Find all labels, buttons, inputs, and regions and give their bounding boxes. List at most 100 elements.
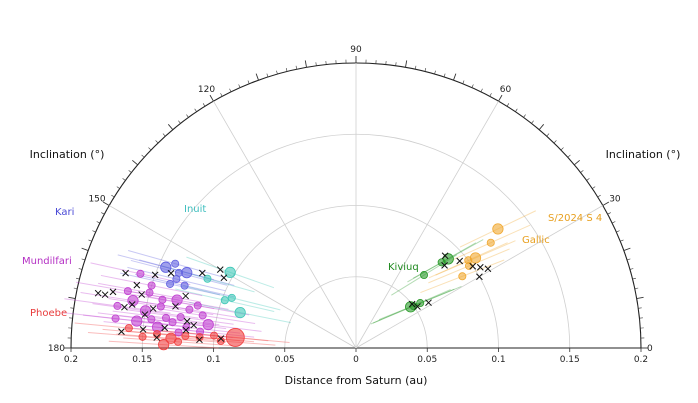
theta-minor-tick — [607, 212, 611, 215]
marker-kari — [166, 279, 175, 288]
x-marker-stroke — [456, 257, 464, 265]
x-marker-stroke — [425, 299, 432, 307]
x-marker — [153, 334, 161, 341]
theta-minor-tick — [560, 147, 564, 151]
theta-minor-tick — [88, 239, 92, 242]
marker-mundilfari — [147, 281, 156, 290]
theta-minor-tick — [162, 133, 166, 137]
theta-minor-tick — [167, 124, 174, 130]
marker-phoebe — [152, 330, 161, 339]
theta-minor-tick — [102, 201, 110, 206]
marker-mundilfari — [136, 269, 145, 278]
theta-minor-tick — [122, 178, 126, 181]
theta-minor-tick — [111, 194, 115, 198]
marker-mundilfari — [168, 318, 177, 327]
marker-kari — [160, 261, 172, 273]
x-marker — [94, 289, 102, 297]
theta-minor-tick — [434, 70, 436, 75]
r-tick-label: 0.05 — [417, 355, 437, 365]
theta-minor-tick — [194, 108, 197, 112]
x-marker — [149, 305, 157, 312]
marker-mundilfari — [198, 311, 207, 320]
x-marker-stroke — [196, 336, 203, 344]
x-marker — [476, 273, 483, 281]
theta-minor-tick — [506, 103, 510, 107]
theta-minor-tick — [453, 73, 457, 81]
marker-inuit — [203, 274, 212, 283]
theta-minor-tick — [443, 73, 446, 78]
theta-tick-label: 90 — [350, 45, 362, 55]
r-tick-label: 0.2 — [64, 355, 78, 365]
r-tick-label: 0.1 — [206, 355, 220, 365]
marker-mundilfari — [202, 318, 214, 331]
theta-minor-tick — [586, 178, 590, 181]
x-marker-stroke — [217, 335, 225, 342]
y-axis-label-left: Inclination (°) — [30, 148, 105, 161]
spoke-120 — [213, 100, 357, 349]
theta-minor-tick — [238, 84, 241, 88]
theta-minor-tick — [592, 186, 596, 189]
x-marker-stroke — [118, 328, 125, 335]
theta-minor-tick — [553, 140, 557, 144]
marker-s-2024-s-4 — [486, 238, 495, 247]
theta-minor-tick — [462, 80, 465, 84]
theta-minor-tick — [546, 133, 550, 137]
theta-minor-tick — [620, 239, 624, 242]
x-marker — [121, 303, 128, 311]
theta-minor-tick — [92, 230, 96, 233]
marker-phoebe — [124, 324, 133, 333]
theta-minor-tick — [68, 296, 76, 299]
theta-minor-tick — [304, 60, 307, 68]
marker-kari — [171, 259, 180, 268]
r-tick-label: 0.1 — [491, 355, 505, 365]
theta-minor-tick — [81, 258, 86, 261]
x-marker-stroke — [161, 324, 169, 332]
marker-kiviuq — [405, 301, 417, 313]
theta-minor-tick — [523, 114, 526, 118]
x-marker-stroke — [476, 273, 483, 281]
theta-tick-label: 180 — [48, 344, 65, 354]
x-marker — [138, 291, 146, 298]
theta-minor-tick — [567, 154, 571, 158]
marker-inuit — [227, 293, 236, 302]
x-marker — [141, 311, 149, 318]
theta-minor-tick — [229, 88, 232, 92]
x-marker — [109, 288, 117, 296]
theta-minor-tick — [141, 154, 145, 158]
r-tick-label: 0.2 — [634, 355, 648, 365]
theta-minor-tick — [636, 296, 644, 299]
marker-phoebe — [181, 332, 190, 341]
x-marker — [139, 326, 147, 333]
x-marker-stroke — [133, 281, 141, 289]
theta-minor-tick — [634, 287, 639, 290]
x-marker — [172, 302, 179, 310]
marker-gallic — [458, 272, 467, 281]
theta-minor-tick — [424, 67, 427, 72]
x-marker-stroke — [138, 291, 146, 298]
theta-minor-tick — [220, 93, 223, 97]
theta-minor-tick — [75, 277, 80, 280]
theta-tick-label: 120 — [198, 85, 215, 95]
x-marker-stroke — [109, 288, 117, 296]
y-axis-label-right: Inclination (°) — [606, 148, 681, 161]
marker-kari — [181, 267, 193, 279]
x-marker — [118, 328, 125, 335]
marker-inuit — [234, 306, 246, 319]
x-marker-stroke — [469, 262, 477, 270]
theta-minor-tick — [498, 94, 503, 102]
marker-mundilfari — [161, 313, 170, 322]
theta-minor-tick — [480, 88, 483, 92]
x-marker — [101, 291, 109, 299]
r-tick-label: 0 — [353, 355, 359, 365]
theta-minor-tick — [602, 201, 610, 206]
theta-minor-tick — [178, 120, 181, 124]
x-marker-stroke — [484, 265, 492, 273]
marker-mundilfari — [193, 301, 202, 310]
theta-minor-tick — [202, 103, 206, 107]
x-axis-label: Distance from Saturn (au) — [285, 374, 428, 387]
marker-phoebe — [173, 337, 182, 346]
x-marker — [161, 324, 169, 332]
x-marker — [151, 271, 159, 279]
x-marker-stroke — [183, 317, 191, 325]
x-marker — [441, 262, 448, 269]
